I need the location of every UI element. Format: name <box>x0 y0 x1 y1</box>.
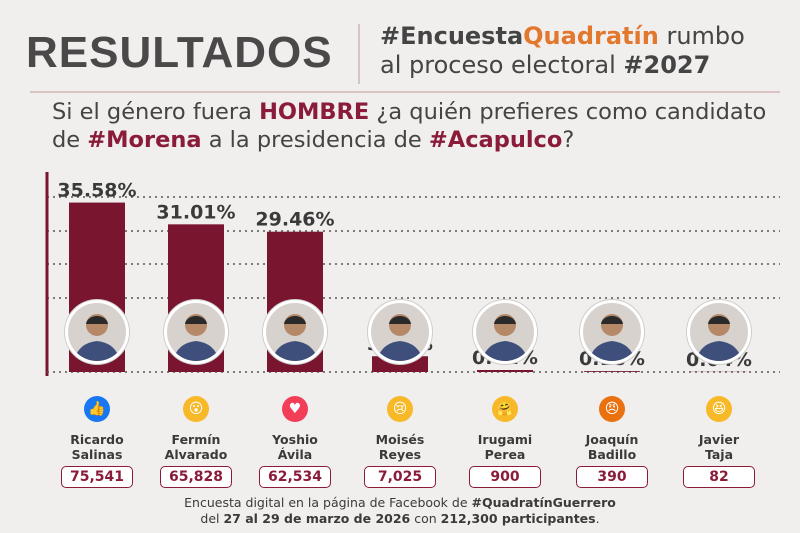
vote-count-badge: 390 <box>576 466 648 488</box>
question-gender: HOMBRE <box>259 99 370 125</box>
candidate-first-name: Moisés <box>375 432 425 447</box>
footer-l2c: con <box>410 511 441 526</box>
candidate-name: Joaquín Badillo <box>562 432 662 462</box>
candidate-first-name: Irugami <box>477 432 533 447</box>
wow-icon: 😮 <box>183 396 209 422</box>
candidate-photo <box>65 300 129 364</box>
vote-count-badge: 900 <box>469 466 541 488</box>
vote-count-badge: 65,828 <box>160 466 232 488</box>
page-title: RESULTADOS <box>26 28 333 77</box>
like-icon: 👍 <box>84 396 110 422</box>
candidate-first-name: Ricardo <box>70 432 124 447</box>
candidate-name: Yoshio Ávila <box>245 432 345 462</box>
hashtag-brand: Quadratín <box>523 22 659 50</box>
candidate-last-name: Salinas <box>71 447 123 462</box>
candidate-name: Ricardo Salinas <box>47 432 147 462</box>
question-part-1: Si el género fuera <box>52 99 260 125</box>
rumbo-text: rumbo <box>658 22 745 50</box>
haha-icon: 😆 <box>706 396 732 422</box>
sad-icon: 😢 <box>387 396 413 422</box>
year-tag: #2027 <box>623 51 711 79</box>
footer-note: Encuesta digital en la página de Faceboo… <box>0 495 800 527</box>
candidate-name: Javier Taja <box>669 432 769 462</box>
question-part-2: ¿a quién prefieres como candidato de <box>52 99 767 153</box>
vote-count-badge: 7,025 <box>364 466 436 488</box>
care-icon: 🤗 <box>492 396 518 422</box>
footer-dates: 27 al 29 de marzo de 2026 <box>223 511 411 526</box>
hashtag-prefix: #Encuesta <box>380 22 524 50</box>
line2-text: al proceso electoral <box>380 51 624 79</box>
vote-count-badge: 75,541 <box>61 466 133 488</box>
footer-l2a: del <box>200 511 224 526</box>
candidate-photo <box>473 300 537 364</box>
candidate-last-name: Taja <box>704 447 734 462</box>
bar <box>477 370 533 372</box>
header-divider <box>358 24 360 84</box>
angry-icon: 😠 <box>599 396 625 422</box>
question-party: #Morena <box>87 127 202 153</box>
candidate-last-name: Alvarado <box>164 447 228 462</box>
candidate-photo <box>368 300 432 364</box>
candidate-photo <box>580 300 644 364</box>
candidate-first-name: Yoshio <box>272 432 318 447</box>
love-icon: ♥ <box>282 396 308 422</box>
candidate-last-name: Reyes <box>378 447 422 462</box>
vote-count-badge: 82 <box>683 466 755 488</box>
candidate-photo <box>164 300 228 364</box>
footer-line1: Encuesta digital en la página de Faceboo… <box>184 495 472 510</box>
bar <box>584 371 640 372</box>
candidate-first-name: Javier <box>698 432 740 447</box>
header-rule <box>30 91 780 93</box>
candidate-name: Moisés Reyes <box>350 432 450 462</box>
candidate-last-name: Badillo <box>587 447 637 462</box>
candidate-first-name: Joaquín <box>585 432 639 447</box>
data-label: 29.46% <box>255 209 334 231</box>
question-city: #Acapulco <box>428 127 563 153</box>
candidate-name: Fermín Alvarado <box>146 432 246 462</box>
footer-l2e: . <box>595 511 600 526</box>
candidate-name: Irugami Perea <box>455 432 555 462</box>
candidate-photo <box>263 300 327 364</box>
footer-participants: 212,300 participantes <box>440 511 596 526</box>
candidate-last-name: Ávila <box>277 447 313 462</box>
question-part-4: ? <box>562 127 575 153</box>
header-subtitle: #EncuestaQuadratín rumbo al proceso elec… <box>380 22 790 80</box>
candidate-first-name: Fermín <box>171 432 221 447</box>
vote-count-badge: 62,534 <box>259 466 331 488</box>
survey-question: Si el género fuera HOMBRE ¿a quién prefi… <box>52 98 772 154</box>
question-part-3: a la presidencia de <box>201 127 429 153</box>
data-label: 35.58% <box>57 180 136 202</box>
candidate-last-name: Perea <box>484 447 526 462</box>
data-label: 31.01% <box>156 201 235 223</box>
candidate-photo <box>687 300 751 364</box>
footer-hashtag: #QuadratínGuerrero <box>471 495 616 510</box>
